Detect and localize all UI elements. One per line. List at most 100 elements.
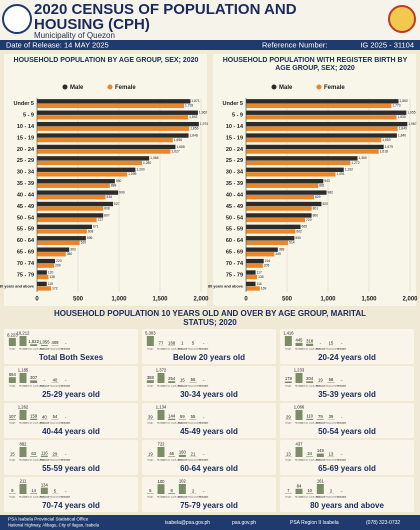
bar [316,419,324,420]
x-tick-label: 2,000 [402,297,418,303]
bar [30,380,38,383]
bar [157,373,165,383]
category-label: Single [147,460,154,462]
y-tick-label: 55 - 59 [226,227,243,233]
value-label: 2 [192,488,195,493]
value-label: 211 [20,479,27,484]
category-label: Single [285,386,292,388]
value-label: - [203,415,205,420]
value-label: 345 [275,252,281,256]
bar [37,167,136,172]
category-label: Divorced/ Separated/ Annulled [40,348,70,351]
y-tick-label: 65 - 69 [226,250,243,256]
value-label: 514 [289,241,295,245]
value-label: 1,134 [156,405,167,410]
value-label: 5,303 [145,331,156,336]
value-label: 5 [192,341,195,346]
panel-title: 35-39 years old [318,390,376,399]
bar [19,373,27,383]
bar [178,484,186,494]
bar [246,133,397,138]
category-label: Single [147,349,154,351]
category-label: Divorced/ Separated/ Annulled [40,385,70,388]
category-label: Widowed [316,386,326,388]
category-label: Divorced/ Separated/ Annulled [316,422,346,425]
category-label: Married [19,422,27,425]
value-label: 1,233 [294,368,305,373]
value-label: 149 [317,448,325,453]
category-label: Widowed [40,460,50,462]
category-label: Common Law/Live-in [23,386,44,388]
bar [37,263,55,268]
bar [30,456,38,457]
value-label: 19 [148,451,153,456]
bar [246,258,264,264]
value-label: 307 [30,375,38,380]
value-label: 116 [41,450,48,455]
bar [37,183,110,188]
bar [37,121,199,127]
psa-logo [2,4,32,34]
value-label: 168 [168,340,176,345]
bar [40,455,48,457]
value-label: - [341,378,343,383]
legend-label: Female [324,85,345,91]
value-label: 393 [70,248,76,252]
panel-title: 55-59 years old [42,464,100,473]
bar [246,240,289,245]
value-label: 920 [322,202,328,206]
legend-swatch [107,84,113,90]
category-label: Married [19,348,27,351]
panel-bg [4,366,138,401]
category-label: Widowed [178,497,188,499]
y-tick-label: 45 - 49 [226,204,243,210]
bar [246,172,336,177]
value-label: 110 [306,414,313,419]
bar [246,236,295,241]
bar [316,484,324,494]
value-label: 254 [168,376,176,381]
value-label: 829 [315,195,321,199]
bar [246,115,397,120]
value-label: 1,656 [174,138,182,142]
chart-title: HOUSEHOLD POPULATION WITH REGISTER BIRTH… [222,57,408,72]
value-label: 722 [158,442,166,447]
value-label: 1,860 [400,99,408,103]
category-label: Married [19,385,27,388]
footer-web: psa.gov.ph [232,520,256,526]
category-label: Divorced/ Separated/ Annulled [178,459,208,462]
y-tick-label: 20 - 24 [17,147,35,153]
category-label: Common Law/Live-in [23,460,44,462]
category-label: Common Law/Live-in [161,497,182,499]
value-label: 100 [158,479,166,484]
bar [246,144,384,150]
bar [246,110,407,115]
value-label: 520 [81,241,87,245]
category-label: Unknown [61,386,71,388]
value-label: 29 [53,451,58,456]
category-label: Single [9,460,16,462]
value-label: 388 [147,375,155,380]
bar [246,224,301,230]
category-label: Unknown [199,497,209,499]
panel-title: 25-29 years old [42,390,100,399]
value-label: 1,974 [200,122,208,126]
bar [37,206,104,211]
category-label: Divorced/ Separated/ Annulled [316,348,346,351]
panel-title: 30-34 years old [180,390,238,399]
bar [306,418,314,420]
value-label: 1,822 [28,339,39,344]
value-label: 13 [286,451,291,456]
panel-bg [4,477,138,512]
panel-title: 45-49 years old [180,427,238,436]
value-label: 120 [48,270,54,274]
category-label: Married [157,385,165,388]
bar [246,263,263,268]
bar [37,229,87,234]
y-tick-label: 15 - 19 [226,135,243,141]
bar [37,190,119,195]
value-label: - [65,341,67,346]
y-tick-label: 25 - 29 [17,158,34,164]
value-label: 8 [170,488,173,493]
value-label: 1,871 [191,99,199,103]
